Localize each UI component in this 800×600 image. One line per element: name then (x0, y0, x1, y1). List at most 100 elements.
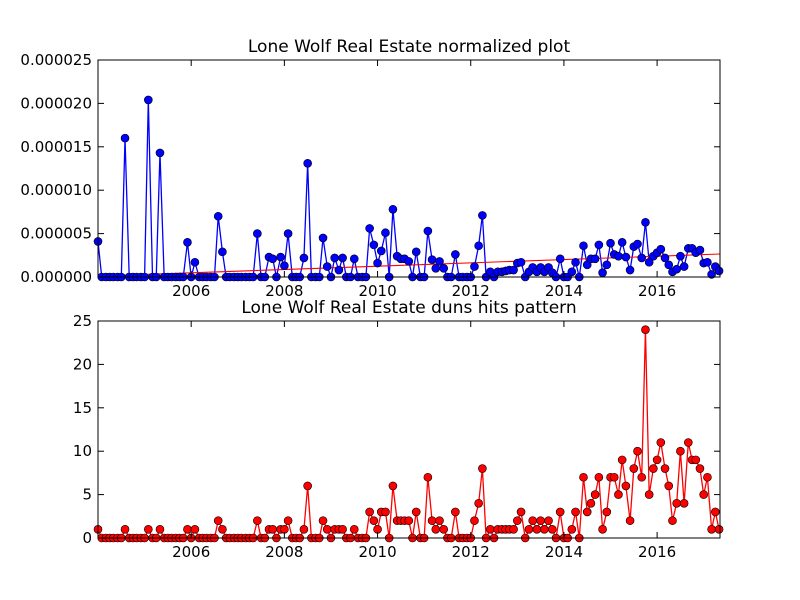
data-point (451, 507, 460, 517)
data-point (411, 507, 421, 517)
data-point (602, 507, 612, 517)
data-point (155, 148, 165, 158)
data-point (528, 516, 538, 525)
data-point (672, 498, 681, 508)
y-tick-label: 5 (82, 486, 92, 504)
data-point (571, 507, 580, 517)
data-point (695, 245, 705, 255)
data-point (120, 133, 130, 143)
data-point (513, 516, 522, 525)
data-point (439, 525, 449, 534)
data-point (516, 507, 526, 517)
x-tick-label: 2014 (545, 282, 583, 300)
data-point (470, 262, 479, 271)
data-point (707, 270, 716, 279)
x-tick-label: 2012 (452, 543, 490, 561)
data-point (625, 516, 635, 525)
data-point (183, 237, 192, 247)
data-point (641, 325, 650, 334)
y-tick-label: 0.000000 (20, 268, 92, 286)
data-point (318, 516, 328, 525)
data-point (404, 257, 414, 266)
data-point (633, 446, 642, 456)
data-point (509, 265, 518, 275)
data-point (582, 507, 592, 517)
data-point (213, 516, 223, 525)
data-point (586, 498, 596, 508)
data-point (435, 516, 444, 525)
data-point (322, 525, 332, 534)
data-point (555, 254, 565, 264)
data-point (427, 516, 437, 525)
data-point (594, 240, 604, 250)
data-point (190, 257, 200, 267)
data-point (633, 239, 642, 249)
x-tick-label: 2012 (452, 282, 490, 300)
data-point (299, 253, 309, 263)
data-point (381, 507, 390, 517)
data-point (276, 252, 285, 262)
data-point (373, 258, 382, 268)
data-point (478, 464, 487, 473)
data-point (668, 516, 677, 525)
data-point (299, 525, 309, 534)
data-point (602, 260, 612, 270)
data-point (322, 262, 332, 271)
data-point (470, 516, 479, 525)
data-point (684, 438, 693, 447)
data-point (253, 516, 262, 525)
data-point (679, 498, 689, 508)
data-point (218, 247, 227, 257)
data-point (268, 254, 278, 264)
data-point (637, 472, 647, 482)
data-point (644, 257, 654, 267)
data-point (676, 446, 685, 456)
y-tick-label: 0.000015 (20, 138, 92, 156)
data-point (435, 257, 444, 266)
data-point (268, 525, 278, 534)
data-point (318, 233, 328, 243)
data-point (699, 490, 708, 499)
data-point (536, 516, 545, 525)
data-point (365, 507, 374, 517)
data-point (338, 525, 347, 534)
chart-title: Lone Wolf Real Estate duns hits pattern (241, 298, 576, 318)
data-point (656, 244, 666, 254)
axes-frame (97, 320, 721, 539)
data-point (679, 262, 689, 271)
data-point (381, 228, 390, 238)
data-point (629, 464, 639, 473)
data-point (637, 253, 647, 263)
data-point (190, 525, 200, 534)
data-point (644, 490, 654, 499)
y-tick-label: 15 (73, 399, 92, 417)
data-point (280, 261, 289, 271)
data-point (621, 481, 631, 491)
data-point (660, 464, 670, 473)
data-point (676, 251, 685, 261)
data-point (388, 204, 398, 214)
axes-frame (97, 59, 721, 278)
data-point (524, 525, 534, 534)
data-point (516, 257, 526, 267)
data-point (691, 455, 701, 465)
data-point (349, 254, 359, 264)
data-point (474, 498, 483, 508)
x-tick-label: 2008 (265, 543, 303, 561)
data-point (664, 481, 674, 491)
data-point (283, 229, 293, 238)
data-point (404, 516, 414, 525)
data-point (144, 525, 153, 534)
x-tick-label: 2010 (358, 543, 396, 561)
data-point (376, 246, 386, 256)
data-point (606, 238, 615, 248)
data-point (388, 481, 398, 491)
y-tick-label: 0.000020 (20, 94, 92, 112)
data-point (155, 525, 165, 534)
data-point (283, 516, 293, 525)
x-tick-label: 2014 (545, 543, 583, 561)
data-point (544, 516, 553, 525)
data-point (614, 251, 623, 261)
